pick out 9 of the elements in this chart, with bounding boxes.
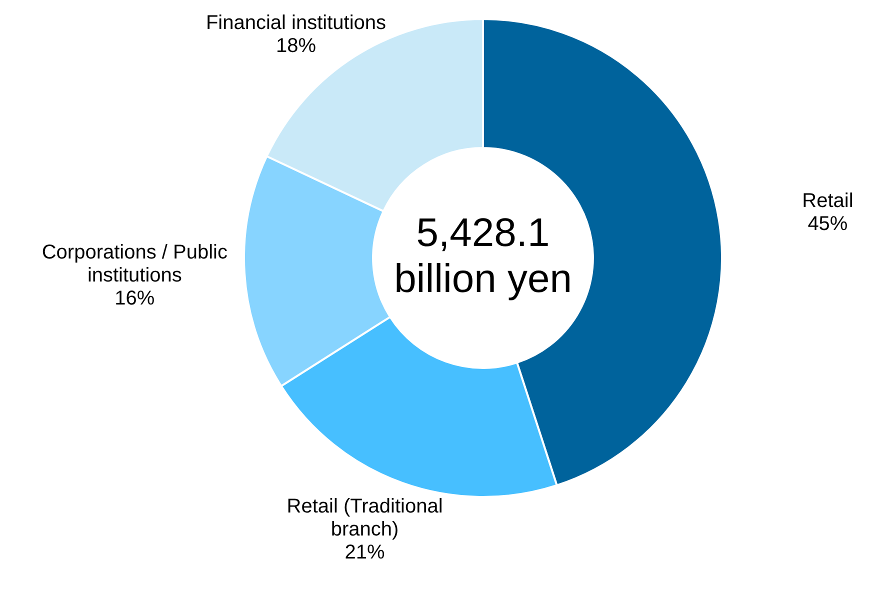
data-label: 16% bbox=[114, 288, 155, 310]
slice-label: Corporations / Public institutions bbox=[42, 242, 228, 287]
data-label: 45% bbox=[808, 212, 848, 235]
slice-label: Retail (Traditional branch) bbox=[286, 495, 443, 540]
text: 5,428.1 billion yen bbox=[394, 211, 572, 302]
slice-label: Retail bbox=[802, 190, 854, 212]
data-label: 18% bbox=[276, 35, 316, 58]
data-label: 21% bbox=[344, 541, 386, 564]
slice-label: Financial institutions bbox=[206, 12, 386, 34]
